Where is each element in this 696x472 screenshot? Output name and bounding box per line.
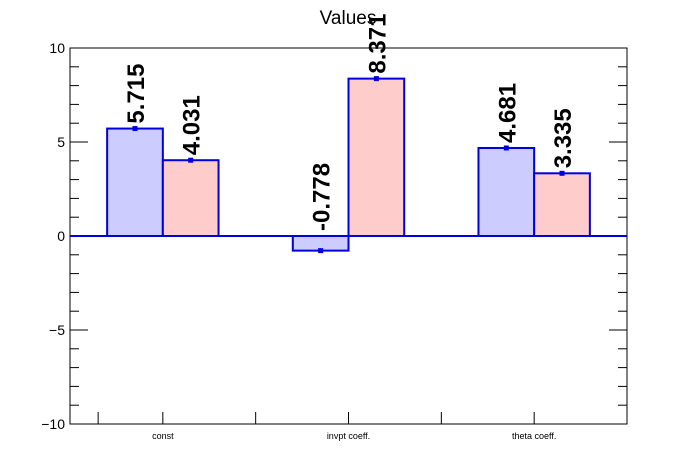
data-label: -0.778: [309, 163, 336, 231]
y-tick-label: 0: [57, 228, 65, 244]
bar-marker: [132, 126, 138, 132]
data-label: 4.681: [494, 83, 521, 143]
data-label: 4.031: [179, 95, 206, 155]
y-tick-label: 10: [49, 40, 65, 56]
plot-area: −10 −5 0 5 10 const invpt coeff. theta coeff. 5.…: [41, 14, 628, 441]
bar: [161, 159, 220, 237]
x-tick-label: const: [152, 431, 174, 441]
bar: [106, 127, 164, 237]
bar: [477, 146, 536, 237]
data-label: 3.335: [550, 108, 577, 168]
data-label: 5.715: [123, 63, 150, 123]
bar-marker: [559, 170, 565, 176]
y-tick-label: −5: [49, 322, 65, 338]
chart-title: Values: [320, 8, 377, 29]
bar-marker: [503, 145, 509, 151]
x-tick-label: invpt coeff.: [327, 431, 370, 441]
bar-marker: [188, 157, 194, 163]
bar-marker: [373, 76, 379, 82]
bar-marker: [318, 248, 324, 254]
x-tick-label: theta coeff.: [512, 431, 556, 441]
bar: [533, 172, 591, 238]
bar: [347, 77, 406, 237]
data-label: 8.371: [364, 14, 391, 74]
y-tick-label: 5: [57, 134, 65, 150]
y-tick-label: −10: [41, 416, 65, 432]
